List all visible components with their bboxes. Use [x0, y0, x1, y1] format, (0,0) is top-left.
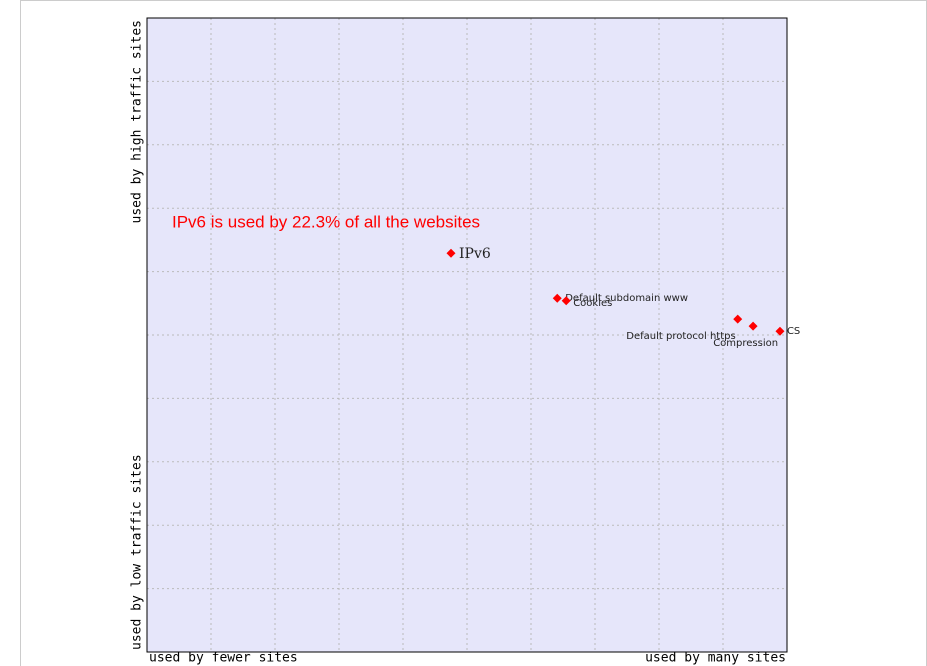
y-axis-label: used by low traffic sites	[130, 454, 145, 650]
y-axis-label: used by high traffic sites	[130, 20, 145, 224]
point	[561, 296, 571, 306]
point	[775, 326, 785, 336]
point	[446, 248, 456, 258]
point-label: Compression	[713, 338, 778, 349]
point-label: Default protocol https	[626, 331, 735, 342]
point-label: IPv6	[459, 246, 491, 262]
point	[748, 321, 758, 331]
point	[552, 293, 562, 303]
annotation: IPv6 is used by 22.3% of all the website…	[172, 212, 480, 231]
point	[733, 314, 743, 324]
plot-border	[146, 17, 788, 653]
point-label: Default subdomain www	[565, 293, 688, 304]
x-axis-label: used by many sites	[645, 651, 786, 666]
point-label: Cookies	[573, 298, 612, 309]
point-label: CS	[787, 326, 800, 337]
x-axis-label: used by fewer sites	[149, 651, 298, 666]
